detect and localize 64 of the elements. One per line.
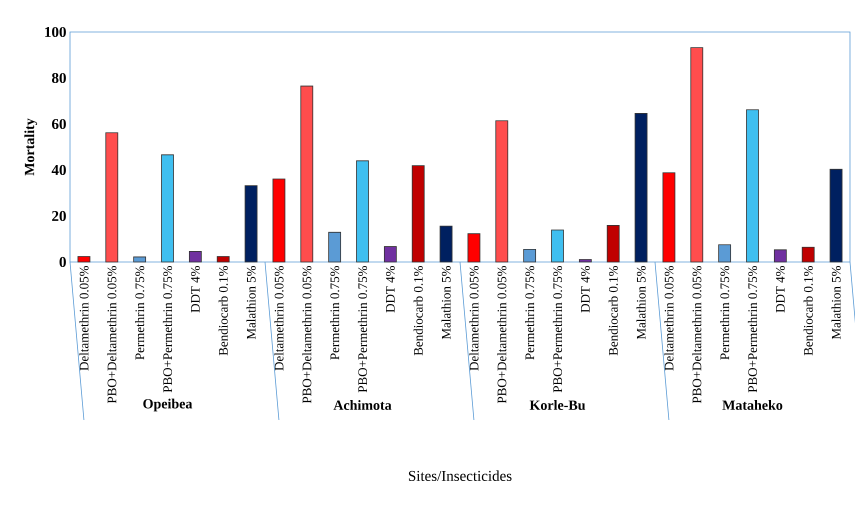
x-tick-label: PBO+Deltamethrin 0.05% [302, 266, 312, 404]
x-tick-label: Bendiocarb 0.1% [414, 266, 423, 356]
x-tick-label: PBO+Permethrin 0.75% [358, 266, 368, 392]
x-tick-label: Deltamethrin 0.05% [469, 266, 479, 371]
x-tick-label: Permethrin 0.75% [330, 266, 340, 360]
bar [216, 256, 230, 262]
y-tick-label: 40 [52, 164, 66, 176]
text: Achimota [333, 400, 392, 410]
x-tick-label: Malathion 5% [441, 266, 451, 340]
bar [606, 225, 620, 262]
x-tick-label: Permethrin 0.75% [135, 266, 144, 360]
x-tick-label: DDT 4% [190, 266, 200, 312]
x-tick-label: Bendiocarb 0.1% [608, 266, 618, 356]
y-tick-label: 20 [52, 210, 66, 222]
bar [774, 249, 787, 262]
bar [578, 259, 592, 262]
x-tick-label: PBO+Deltamethrin 0.05% [692, 266, 702, 404]
bar [356, 160, 369, 262]
bar [440, 226, 452, 262]
y-tick-label: 0 [60, 256, 66, 268]
bar [105, 132, 118, 262]
x-tick-label: Deltamethrin 0.05% [274, 266, 284, 371]
bar [244, 185, 258, 262]
text: Korle-Bu [530, 400, 586, 410]
y-tick-label: 100 [45, 26, 66, 38]
bar [551, 230, 564, 262]
bar [384, 246, 397, 262]
bar [830, 168, 842, 262]
x-tick-label: PBO+Permethrin 0.75% [748, 266, 758, 392]
bar [78, 256, 90, 262]
bar [662, 172, 676, 262]
bar [495, 120, 508, 262]
bar [634, 113, 648, 262]
bar [746, 109, 759, 262]
bar [468, 233, 480, 262]
y-tick-label: 60 [52, 118, 66, 130]
x-tick-label: PBO+Deltamethrin 0.05% [497, 266, 506, 404]
x-tick-label: Bendiocarb 0.1% [804, 266, 813, 356]
x-tick-label: Malathion 5% [831, 266, 841, 340]
bar [690, 47, 704, 262]
x-tick-label: Malathion 5% [636, 266, 646, 340]
text: Opeibea [143, 398, 192, 412]
y-tick-label: 80 [52, 72, 66, 84]
x-tick-label: Deltamethrin 0.05% [79, 266, 89, 371]
bar [161, 154, 174, 262]
text: Mataheko [722, 400, 782, 410]
bar [300, 86, 314, 262]
x-tick-label: DDT 4% [386, 266, 395, 312]
x-tick-label: PBO+Permethrin 0.75% [552, 266, 562, 392]
x-tick-label: Bendiocarb 0.1% [218, 266, 228, 356]
x-tick-label: DDT 4% [776, 266, 785, 312]
y-axis-title: Mortality [24, 118, 38, 176]
bar [188, 251, 202, 262]
bar [412, 165, 425, 262]
bar [272, 178, 286, 262]
x-tick-label: Permethrin 0.75% [720, 266, 730, 360]
x-tick-label: PBO+Deltamethrin 0.05% [107, 266, 116, 404]
x-tick-label: Malathion 5% [246, 266, 256, 340]
x-tick-label: Permethrin 0.75% [525, 266, 534, 360]
x-tick-label: PBO+Permethrin 0.75% [162, 266, 172, 392]
bar [802, 246, 815, 262]
x-axis-title: Sites/Insecticides [408, 470, 512, 481]
x-tick-label: DDT 4% [580, 266, 590, 312]
x-tick-label: Deltamethrin 0.05% [664, 266, 674, 371]
